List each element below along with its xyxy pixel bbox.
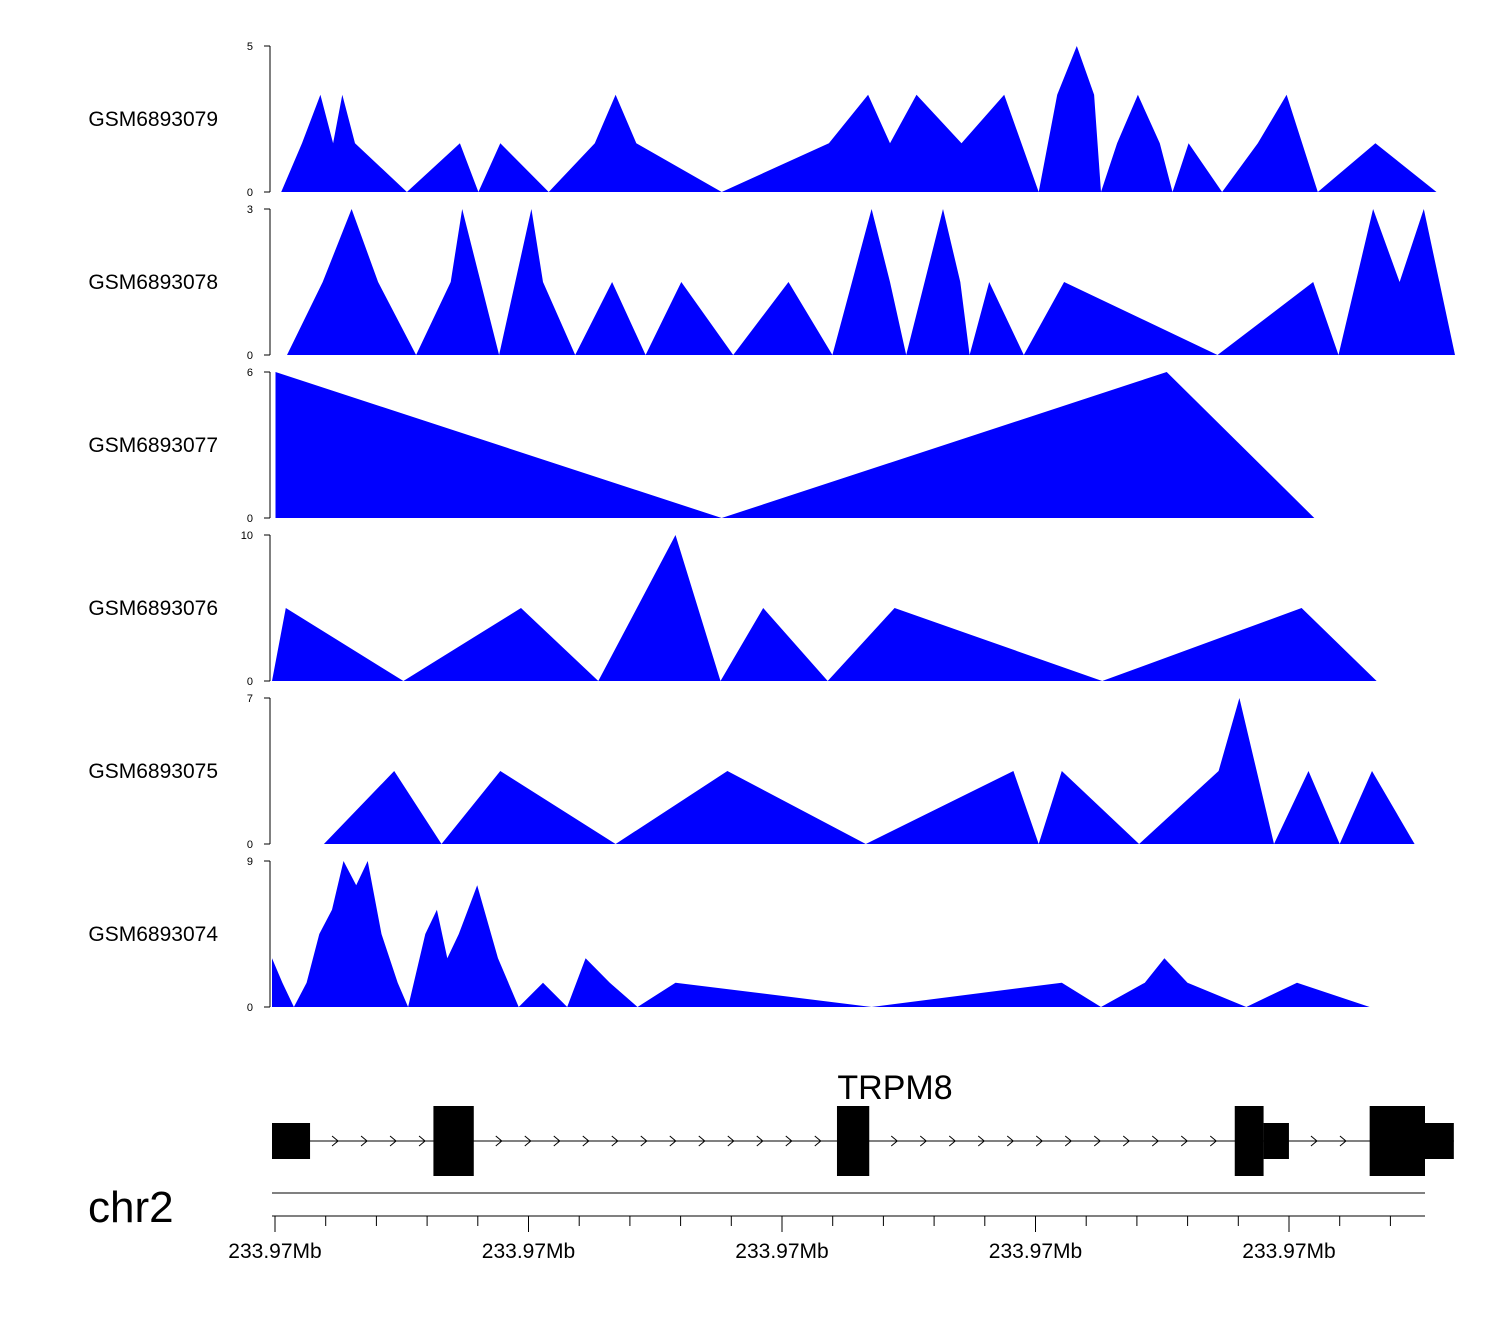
y-tick-label-min: 0: [247, 676, 253, 688]
y-tick-label-max: 5: [247, 41, 253, 53]
axis-tick-label: 233.97Mb: [989, 1240, 1082, 1263]
strand-arrow: [1209, 1135, 1218, 1147]
y-tick-label-min: 0: [247, 187, 253, 199]
gene-name: TRPM8: [837, 1069, 952, 1107]
strand-arrow: [495, 1135, 503, 1147]
strand-arrow: [890, 1135, 899, 1147]
y-tick-label-max: 10: [241, 530, 253, 542]
axis-tick-label: 233.97Mb: [1242, 1240, 1335, 1263]
genome-axis: chr2 233.97Mb 233.97Mb 233.97Mb 233.97Mb 233.…: [88, 1183, 1425, 1263]
coverage-tracks: GSM689307950GSM689307830GSM689307760GSM6…: [88, 41, 1455, 1014]
axis-tick-label: 233.97Mb: [228, 1240, 321, 1263]
strand-arrow: [418, 1135, 426, 1147]
coverage-area: [287, 209, 1455, 355]
strand-arrow: [785, 1135, 793, 1147]
strand-arrow: [814, 1135, 822, 1147]
strand-arrow: [611, 1135, 619, 1147]
exon-cds: [433, 1106, 474, 1176]
track-label: GSM6893078: [88, 271, 218, 294]
track-label: GSM6893075: [88, 760, 218, 783]
axis-tick-label: 233.97Mb: [482, 1240, 575, 1263]
exon-cds: [1369, 1106, 1425, 1176]
strand-arrow: [919, 1135, 928, 1147]
track-label: GSM6893074: [88, 923, 218, 946]
coverage-track: GSM6893075 7 0: [88, 693, 1415, 851]
strand-arrow: [331, 1135, 339, 1147]
y-tick-label-min: 0: [247, 1002, 253, 1014]
strand-arrow: [1035, 1135, 1044, 1147]
exon-cds: [1234, 1106, 1264, 1176]
strand-arrow: [1122, 1135, 1131, 1147]
strand-arrow: [977, 1135, 986, 1147]
chromosome-label: chr2: [88, 1183, 174, 1232]
y-tick-label-max: 6: [247, 367, 253, 379]
strand-arrow: [756, 1135, 764, 1147]
exon-cds: [836, 1106, 870, 1176]
gene-track: TRPM8: [272, 1069, 1454, 1176]
strand-arrow: [669, 1135, 677, 1147]
strand-arrow: [948, 1135, 957, 1147]
strand-arrow: [1339, 1135, 1347, 1147]
strand-arrow: [389, 1135, 397, 1147]
y-tick-label-max: 3: [247, 204, 253, 216]
strand-arrow: [698, 1135, 706, 1147]
strand-arrow: [524, 1135, 532, 1147]
y-tick-label-min: 0: [247, 839, 253, 851]
exon-utr: [272, 1123, 311, 1159]
coverage-track: GSM6893078 3 0: [88, 204, 1455, 362]
coverage-track: GSM6893079 5 0: [88, 41, 1437, 199]
strand-arrow: [1006, 1135, 1015, 1147]
strand-arrow: [727, 1135, 735, 1147]
track-label: GSM6893079: [88, 108, 218, 131]
coverage-area: [323, 698, 1415, 844]
strand-arrow: [1064, 1135, 1073, 1147]
track-label: GSM6893077: [88, 434, 218, 457]
track-label: GSM6893076: [88, 597, 218, 620]
strand-arrow: [1310, 1135, 1318, 1147]
coverage-area: [272, 535, 1377, 681]
coverage-track: GSM6893077 6 0: [88, 367, 1315, 525]
coverage-area: [272, 861, 1370, 1007]
strand-arrow: [553, 1135, 561, 1147]
coverage-track: GSM6893076 10 0: [88, 530, 1377, 688]
coverage-track: GSM6893074 9 0: [88, 856, 1370, 1014]
strand-arrow: [1180, 1135, 1189, 1147]
strand-arrow: [1093, 1135, 1102, 1147]
strand-arrow: [360, 1135, 368, 1147]
exon-utr: [1425, 1123, 1454, 1159]
exon-utr: [1263, 1123, 1289, 1159]
strand-arrow: [1151, 1135, 1160, 1147]
strand-arrow: [582, 1135, 590, 1147]
coverage-area: [281, 46, 1437, 192]
coverage-area: [275, 372, 1315, 518]
strand-arrow: [640, 1135, 648, 1147]
y-tick-label-max: 7: [247, 693, 253, 705]
axis-tick-label: 233.97Mb: [735, 1240, 828, 1263]
y-tick-label-min: 0: [247, 513, 253, 525]
y-tick-label-max: 9: [247, 856, 253, 868]
y-tick-label-min: 0: [247, 350, 253, 362]
